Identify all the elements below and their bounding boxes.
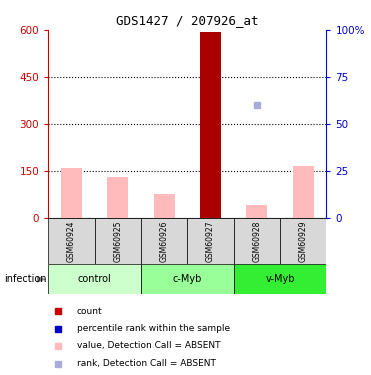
Text: v-Myb: v-Myb	[265, 274, 295, 284]
Text: infection: infection	[4, 274, 46, 284]
Bar	[234, 217, 280, 264]
Text: c-Myb: c-Myb	[173, 274, 202, 284]
Bar	[187, 217, 234, 264]
Text: value, Detection Call = ABSENT: value, Detection Call = ABSENT	[77, 341, 220, 350]
Text: GSM60926: GSM60926	[160, 220, 169, 262]
Text: control: control	[78, 274, 111, 284]
Text: GSM60927: GSM60927	[206, 220, 215, 262]
Bar	[48, 217, 95, 264]
Bar	[48, 264, 141, 294]
Title: GDS1427 / 207926_at: GDS1427 / 207926_at	[116, 15, 259, 27]
Text: GSM60924: GSM60924	[67, 220, 76, 262]
Text: GSM60929: GSM60929	[299, 220, 308, 262]
Bar	[141, 264, 234, 294]
Bar	[141, 217, 187, 264]
Bar	[293, 166, 314, 218]
Bar	[95, 217, 141, 264]
Bar	[280, 217, 326, 264]
Text: rank, Detection Call = ABSENT: rank, Detection Call = ABSENT	[77, 359, 216, 368]
Text: count: count	[77, 307, 102, 316]
Bar	[234, 264, 326, 294]
Text: percentile rank within the sample: percentile rank within the sample	[77, 324, 230, 333]
Text: GSM60925: GSM60925	[113, 220, 122, 262]
Polygon shape	[37, 276, 46, 283]
Bar	[107, 177, 128, 218]
Bar	[246, 205, 267, 218]
Bar	[200, 32, 221, 217]
Bar	[61, 168, 82, 217]
Bar	[154, 194, 175, 217]
Text: GSM60928: GSM60928	[252, 220, 262, 262]
